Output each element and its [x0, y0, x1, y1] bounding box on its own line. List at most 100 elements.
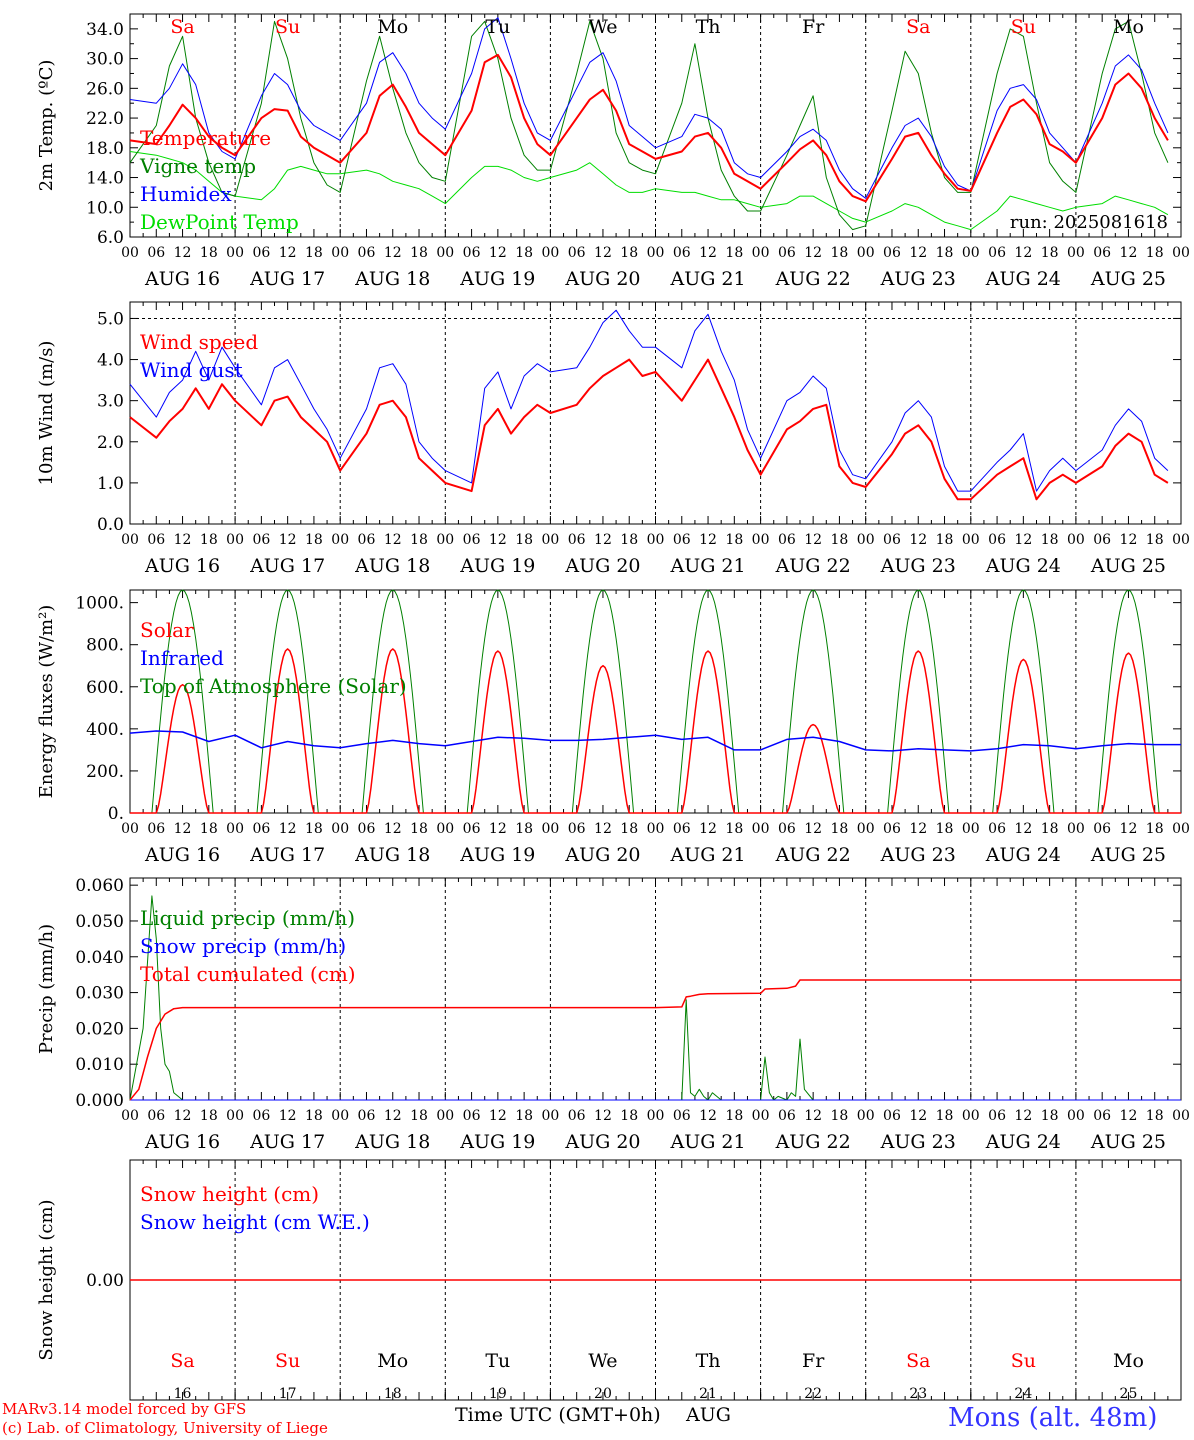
precip-x-hour-label: 06	[568, 1108, 586, 1124]
wind-y-tick-label: 5.0	[97, 309, 124, 329]
energy-x-hour-label: 18	[1041, 821, 1059, 837]
top-weekday-label: Su	[1011, 16, 1036, 38]
energy-x-hour-label: 00	[962, 821, 980, 837]
wind-x-hour-label: 06	[568, 532, 586, 548]
precip-x-hour-label: 06	[358, 1108, 376, 1124]
top-weekday-label: Sa	[906, 16, 930, 38]
temperature-series-dewpoint-temp	[129, 151, 1169, 231]
wind-x-hour-label: 18	[410, 532, 428, 548]
energy-x-hour-label: 18	[936, 821, 954, 837]
wind-x-date-label: AUG 16	[144, 555, 220, 577]
energy-x-hour-label: 06	[988, 821, 1006, 837]
temperature-x-date-label: AUG 20	[564, 268, 640, 290]
temperature-x-hour-label: 12	[489, 245, 507, 261]
precip-x-hour-label: 18	[936, 1108, 954, 1124]
temperature-y-tick-label: 10.0	[86, 198, 124, 218]
precip-x-hour-label: 06	[1093, 1108, 1111, 1124]
energy-x-date-label: AUG 19	[459, 844, 535, 866]
temperature-legend-label: Humidex	[140, 182, 232, 206]
temperature-y-tick-label: 34.0	[86, 20, 124, 40]
precip-x-hour-label: 00	[962, 1108, 980, 1124]
wind-x-hour-label: 18	[1146, 532, 1164, 548]
precip-x-hour-label: 00	[752, 1108, 770, 1124]
precip-x-date-label: AUG 18	[354, 1131, 430, 1153]
wind-x-hour-label: 00	[962, 532, 980, 548]
bottom-weekday-label: Tu	[485, 1350, 510, 1372]
precip-legend-label: Snow precip (mm/h)	[140, 934, 346, 958]
energy-x-date-label: AUG 17	[249, 844, 325, 866]
wind-x-hour-label: 12	[489, 532, 507, 548]
run-annotation: run: 2025081618	[1010, 212, 1168, 233]
wind-x-date-label: AUG 22	[775, 555, 851, 577]
precip-y-tick-label: 0.010	[75, 1055, 124, 1075]
wind-x-hour-label: 18	[620, 532, 638, 548]
energy-x-hour-label: 18	[305, 821, 323, 837]
temperature-x-date-label: AUG 21	[669, 268, 745, 290]
precip-x-hour-label: 00	[857, 1108, 875, 1124]
temperature-x-hour-label: 12	[804, 245, 822, 261]
precip-x-hour-label: 00	[436, 1108, 454, 1124]
precip-x-hour-label: 06	[252, 1108, 270, 1124]
precip-legend-label: Total cumulated (cm)	[140, 962, 356, 986]
wind-x-hour-label: 12	[384, 532, 402, 548]
wind-x-hour-label: 06	[778, 532, 796, 548]
energy-x-hour-label: 12	[279, 821, 297, 837]
temperature-x-hour-label: 06	[988, 245, 1006, 261]
top-weekday-label: Th	[696, 16, 721, 38]
temperature-x-hour-label: 12	[1120, 245, 1138, 261]
energy-x-hour-label: 00	[1172, 821, 1190, 837]
temperature-x-hour-label: 18	[305, 245, 323, 261]
temperature-x-hour-label: 06	[568, 245, 586, 261]
precip-x-hour-label: 06	[673, 1108, 691, 1124]
temperature-x-date-label: AUG 19	[459, 268, 535, 290]
temperature-x-hour-label: 06	[1093, 245, 1111, 261]
temperature-y-tick-label: 30.0	[86, 50, 124, 70]
temperature-y-tick-label: 22.0	[86, 109, 124, 129]
wind-x-date-label: AUG 21	[669, 555, 745, 577]
temperature-x-hour-label: 00	[1172, 245, 1190, 261]
precip-x-hour-label: 18	[1041, 1108, 1059, 1124]
energy-x-date-label: AUG 22	[775, 844, 851, 866]
energy-x-hour-label: 18	[410, 821, 428, 837]
precip-x-hour-label: 06	[147, 1108, 165, 1124]
wind-x-hour-label: 00	[1172, 532, 1190, 548]
energy-x-date-label: AUG 20	[564, 844, 640, 866]
credit-model: MARv3.14 model forced by GFS	[2, 1400, 247, 1418]
top-weekday-label: Su	[275, 16, 300, 38]
bottom-day-number: 19	[489, 1386, 507, 1402]
temperature-x-hour-label: 00	[331, 245, 349, 261]
temperature-x-hour-label: 00	[121, 245, 139, 261]
energy-series-infrared	[129, 730, 1181, 752]
precip-x-hour-label: 18	[515, 1108, 533, 1124]
precip-x-hour-label: 12	[384, 1108, 402, 1124]
snow-y-tick-label: 0.00	[86, 1271, 124, 1291]
wind-x-hour-label: 18	[936, 532, 954, 548]
bottom-weekday-label: Th	[696, 1350, 721, 1372]
temperature-x-hour-label: 06	[673, 245, 691, 261]
energy-y-tick-label: 800.	[86, 636, 124, 656]
temperature-x-hour-label: 18	[1041, 245, 1059, 261]
temperature-series-humidex	[129, 17, 1169, 199]
bottom-weekday-label: Mo	[377, 1350, 408, 1372]
wind-legend-label: Wind speed	[140, 330, 258, 354]
energy-x-date-label: AUG 24	[985, 844, 1061, 866]
temperature-x-hour-label: 00	[752, 245, 770, 261]
wind-x-hour-label: 00	[1067, 532, 1085, 548]
precip-x-hour-label: 12	[1120, 1108, 1138, 1124]
top-weekday-label: Mo	[1113, 16, 1144, 38]
wind-x-hour-label: 00	[647, 532, 665, 548]
energy-x-hour-label: 00	[752, 821, 770, 837]
wind-y-axis-label: 10m Wind (m/s)	[36, 341, 57, 486]
precip-y-tick-label: 0.040	[75, 948, 124, 968]
bottom-weekday-label: Fr	[802, 1350, 825, 1372]
precip-series-total-cumulated	[129, 979, 1181, 1101]
precip-x-date-label: AUG 22	[775, 1131, 851, 1153]
energy-x-date-label: AUG 18	[354, 844, 430, 866]
energy-x-hour-label: 18	[620, 821, 638, 837]
precip-x-hour-label: 06	[883, 1108, 901, 1124]
temperature-x-hour-label: 18	[725, 245, 743, 261]
temperature-x-hour-label: 00	[962, 245, 980, 261]
energy-legend-label: Solar	[140, 618, 194, 642]
wind-x-date-label: AUG 17	[249, 555, 325, 577]
